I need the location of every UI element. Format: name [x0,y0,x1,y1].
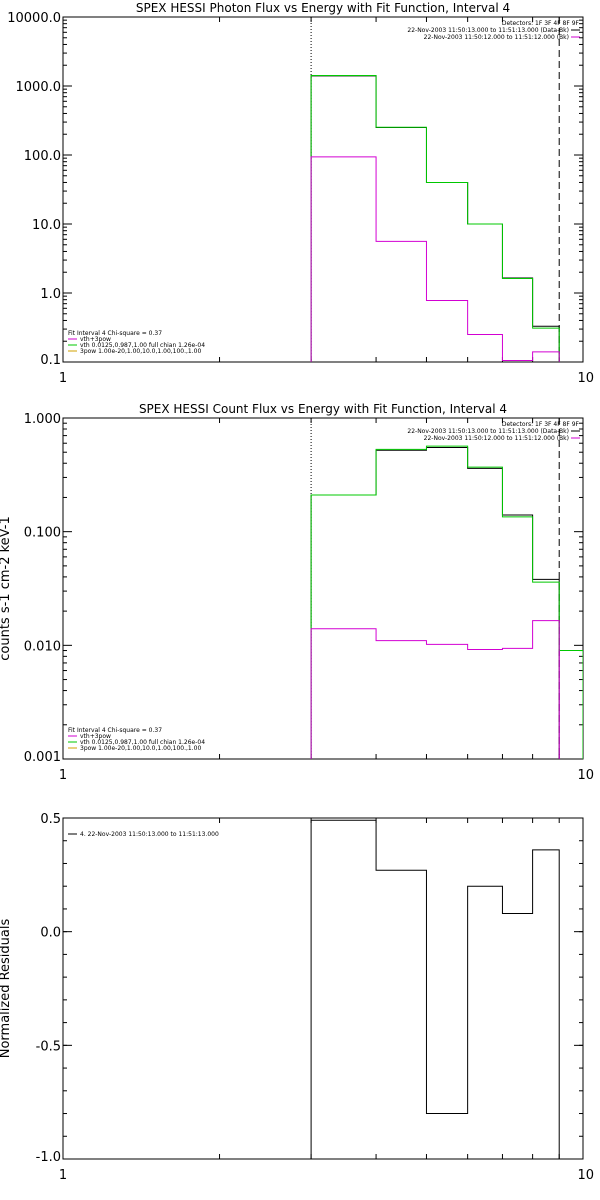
legend-right-entry: 22-Nov-2003 11:50:12.000 to 11:51:12.000… [424,435,569,442]
panel-2 [62,417,584,760]
y-tick-label: 1.0 [40,287,61,302]
x-tick-label: 10 [577,768,594,783]
legend-left-entry: vth+3pow [80,336,111,343]
panel-3 [62,817,584,1160]
series-1-line [310,819,560,1159]
series-3-line [310,156,560,362]
y-tick-label: 0.1 [40,353,61,368]
x-tick-label: 1 [59,1168,67,1183]
y-tick-label: 0.0 [40,926,61,941]
legend-left-entry: 3pow 1.00e-20,1.00,10.0,1.00,100.,1.00 [80,745,201,752]
plot-frame [62,16,584,363]
x-tick-label: 10 [577,1168,594,1183]
legend-left-entry: Fit Interval 4 Chi-square = 0.37 [68,330,162,337]
plot-frame [62,817,584,1160]
y-tick-label: -0.5 [36,1039,61,1054]
plot-frame [62,417,584,760]
y-tick-label: -1.0 [36,1150,61,1165]
legend-left-entry: Fit Interval 4 Chi-square = 0.37 [68,727,162,734]
y-tick-label: 10000.0 [7,11,61,26]
series-2-line [310,445,583,759]
series-1-line [310,75,560,362]
data-layer [310,17,560,362]
y-tick-label: 0.5 [40,812,61,827]
y-tick-label: 0.100 [24,526,61,541]
panel-1 [62,16,584,363]
legend-right-entry: 22-Nov-2003 11:50:13.000 to 11:51:13.000… [407,428,569,435]
data-layer [310,418,583,759]
data-layer [310,819,560,1159]
chart-title: SPEX HESSI Photon Flux vs Energy with Fi… [136,1,510,15]
x-tick-label: 10 [577,371,594,386]
legend-right-entry: Detectors: 1F 3F 4F 8F 9F [502,20,580,27]
legend-left-entry: vth 0.0125,0.987,1.00 full chian 1.26e-0… [80,342,205,349]
series-3-line [310,620,560,759]
legend-right-entry: 22-Nov-2003 11:50:13.000 to 11:51:13.000… [407,27,569,34]
y-tick-label: 10.0 [32,218,61,233]
series-2-line [310,74,560,362]
legend-left-entry: vth+3pow [80,733,111,740]
y-tick-label: 0.001 [24,750,61,765]
y-tick-label: 1000.0 [16,80,62,95]
legend-right-entry: 22-Nov-2003 11:50:12.000 to 11:51:12.000… [424,34,569,41]
legend-left-entry: 3pow 1.00e-20,1.00,10.0,1.00,100.,1.00 [80,348,201,355]
legend-right-entry: Detectors: 1F 3F 4F 8F 9F [502,421,580,428]
y-axis-label: counts s-1 cm-2 keV-1 [0,516,13,661]
x-tick-label: 1 [59,768,67,783]
chart-title: SPEX HESSI Count Flux vs Energy with Fit… [139,402,507,416]
y-tick-label: 0.010 [24,639,61,654]
legend-left-entry: vth 0.0125,0.987,1.00 full chian 1.26e-0… [80,739,205,746]
x-tick-label: 1 [59,371,67,386]
y-tick-label: 1.000 [24,412,61,427]
y-tick-label: 100.0 [24,149,61,164]
legend-left-entry: 4. 22-Nov-2003 11:50:13.000 to 11:51:13.… [80,831,219,838]
y-axis-label: Normalized Residuals [0,919,13,1059]
series-1-line [310,447,560,759]
